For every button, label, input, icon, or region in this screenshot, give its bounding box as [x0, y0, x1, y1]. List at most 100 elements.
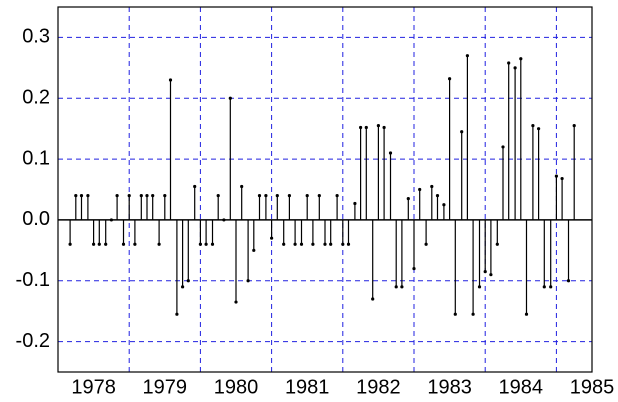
x-tick-label: 1985	[570, 376, 615, 398]
y-tick-label: 0.2	[22, 87, 50, 109]
stem-marker	[495, 242, 499, 246]
stem-marker	[477, 285, 482, 289]
stem-marker	[181, 285, 185, 289]
y-tick-label: 0.3	[22, 26, 50, 48]
plot-frame	[57, 6, 593, 373]
stem-marker	[519, 57, 523, 61]
x-tick-label: 1978	[71, 376, 116, 398]
stem-marker	[448, 77, 452, 81]
stem-marker	[104, 242, 108, 246]
stem-marker	[193, 184, 197, 189]
stem-marker	[240, 184, 244, 189]
stem-marker	[86, 193, 90, 198]
stem-marker	[507, 61, 511, 65]
y-tick-label: -0.1	[16, 269, 50, 291]
stem-marker	[79, 193, 84, 198]
stem-marker	[234, 300, 238, 304]
stem-marker	[346, 242, 351, 246]
stem-marker	[513, 66, 517, 70]
stem-marker	[157, 242, 161, 246]
stem-marker	[275, 193, 279, 198]
stem-marker	[186, 279, 190, 283]
x-tick-label: 1980	[214, 376, 259, 398]
stem-marker	[163, 193, 167, 198]
stem-marker	[418, 187, 422, 192]
stem-marker	[453, 312, 457, 316]
stem-marker	[471, 312, 475, 316]
stem-marker	[388, 151, 393, 155]
stem-marker	[371, 297, 375, 301]
stem-marker	[317, 193, 321, 198]
stem-marker	[305, 193, 309, 198]
stem-marker	[442, 203, 446, 207]
stem-marker	[68, 242, 72, 246]
y-tick-label: 0.1	[22, 147, 50, 169]
stem-marker	[109, 218, 113, 222]
stem-marker	[216, 193, 220, 198]
stem-marker	[222, 218, 226, 222]
stem-marker	[465, 54, 469, 58]
stem-marker	[115, 193, 119, 198]
stem-marker	[127, 193, 131, 198]
stem-marker	[252, 248, 256, 252]
stem-marker	[412, 266, 416, 271]
x-tick-label: 1982	[356, 376, 401, 398]
stem-marker	[489, 273, 493, 277]
y-tick-label: 0.0	[22, 208, 50, 230]
stem-marker	[151, 193, 155, 198]
stem-marker	[293, 242, 297, 246]
stem-marker	[364, 125, 368, 130]
stem-marker	[382, 125, 386, 130]
x-tick-label: 1984	[499, 376, 544, 398]
stem-marker	[139, 193, 143, 198]
stem-marker	[246, 279, 250, 283]
stem-marker	[287, 193, 291, 198]
stem-marker	[549, 285, 553, 289]
x-tick-label: 1981	[285, 376, 330, 398]
stem-marker	[175, 312, 179, 316]
stem-marker	[353, 201, 357, 206]
stem-marker	[257, 193, 262, 198]
stem-marker	[572, 124, 576, 128]
stem-marker	[341, 242, 345, 246]
x-tick-label: 1983	[427, 376, 472, 398]
stem-marker	[430, 184, 434, 189]
stem-marker	[524, 312, 529, 316]
stem-marker	[566, 279, 571, 283]
stem-marker	[531, 124, 535, 128]
stem-marker	[424, 242, 428, 246]
stem-marker	[329, 242, 333, 246]
stem-marker	[97, 242, 101, 246]
stem-marker	[74, 193, 78, 198]
stem-marker	[359, 125, 363, 130]
stem-marker	[133, 242, 137, 246]
x-tick-label: 1979	[143, 376, 188, 398]
stem-marker	[501, 145, 505, 149]
stem-marker	[311, 242, 315, 246]
stem-marker	[483, 270, 487, 274]
stem-marker	[121, 242, 126, 246]
stem-marker	[335, 193, 339, 198]
stem-marker	[406, 197, 410, 201]
stem-marker	[299, 242, 304, 246]
stem-marker	[210, 242, 215, 246]
stem-marker	[323, 242, 327, 246]
stem-marker	[270, 236, 274, 240]
stem-marker	[204, 242, 208, 246]
stem-marker	[92, 242, 96, 246]
stem-marker	[542, 285, 546, 289]
stem-marker	[228, 96, 232, 100]
stem-marker	[394, 285, 398, 289]
stem-marker	[460, 130, 464, 134]
y-tick-label: -0.2	[16, 330, 50, 352]
stem-marker	[400, 285, 404, 289]
stem-marker	[435, 193, 440, 198]
stem-marker	[145, 193, 149, 198]
stem-marker	[168, 78, 173, 82]
stem-marker	[537, 127, 541, 131]
stem-marker	[554, 174, 559, 178]
stem-marker	[560, 176, 564, 181]
stem-marker	[376, 124, 380, 128]
